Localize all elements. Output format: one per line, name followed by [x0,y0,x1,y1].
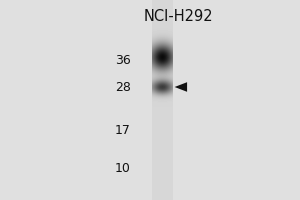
Text: 36: 36 [115,53,130,66]
Text: 10: 10 [115,162,130,176]
Text: 28: 28 [115,81,130,94]
Text: 17: 17 [115,124,130,138]
Text: NCI-H292: NCI-H292 [144,9,213,24]
Polygon shape [175,82,187,92]
